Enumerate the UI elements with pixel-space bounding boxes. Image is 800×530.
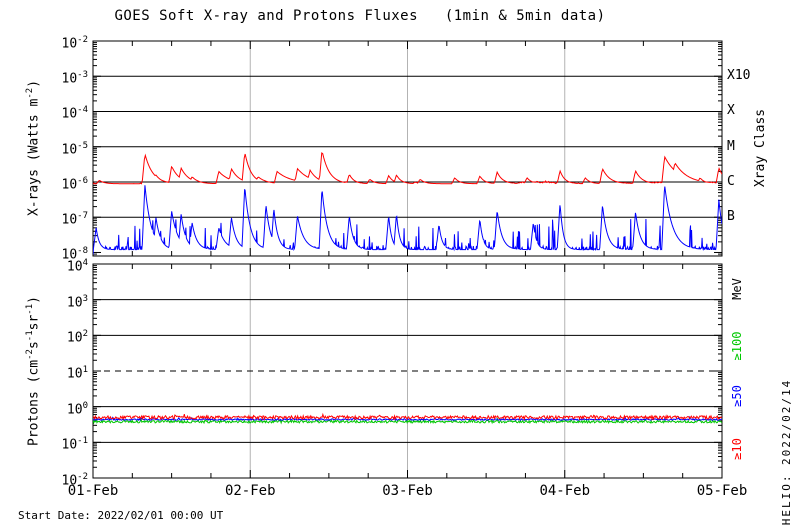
x-tick-label: 01-Feb — [67, 483, 119, 499]
y-tick-label: 10-5 — [61, 140, 89, 158]
y-tick-label: 10-2 — [61, 472, 89, 489]
y-tick-label: 10-3 — [61, 70, 89, 87]
y-tick-label: 103 — [66, 293, 88, 310]
protons-ge10-MeV-series — [93, 412, 722, 421]
xray-long-red-series — [93, 152, 722, 185]
y-tick-label: 10-4 — [61, 105, 89, 122]
xray-class-label: X10 — [727, 68, 751, 84]
xray-short-blue-series — [93, 185, 722, 255]
xray-class-label: B — [727, 209, 735, 225]
y-tick-label: 104 — [66, 258, 88, 275]
xray-class-label: X — [727, 103, 735, 119]
x-tick-label: 05-Feb — [696, 483, 748, 499]
x-tick-label: 02-Feb — [224, 483, 276, 499]
y-tick-label: 102 — [66, 329, 88, 346]
y-tick-label: 10-6 — [61, 175, 89, 193]
y-tick-label: 10-2 — [61, 35, 89, 52]
y-tick-label: 10-8 — [61, 246, 89, 263]
xray-class-label: M — [727, 138, 735, 154]
y-tick-label: 100 — [66, 400, 88, 417]
x-tick-label: 03-Feb — [382, 483, 433, 499]
protons-ge100-MeV-series — [93, 416, 722, 425]
y-tick-label: 10-1 — [61, 436, 89, 453]
y-tick-label: 101 — [66, 365, 88, 382]
protons-ge50-MeV-series — [93, 415, 722, 422]
x-tick-label: 04-Feb — [539, 483, 591, 499]
chart-title: GOES Soft X-ray and Protons Fluxes (1min… — [114, 8, 606, 24]
credit-label: HELIO: 2022/02/14 — [780, 378, 793, 526]
xray-class-label: C — [727, 173, 735, 189]
start-date-label: Start Date: 2022/02/01 00:00 UT — [18, 509, 224, 522]
y-tick-label: 10-7 — [61, 211, 89, 228]
